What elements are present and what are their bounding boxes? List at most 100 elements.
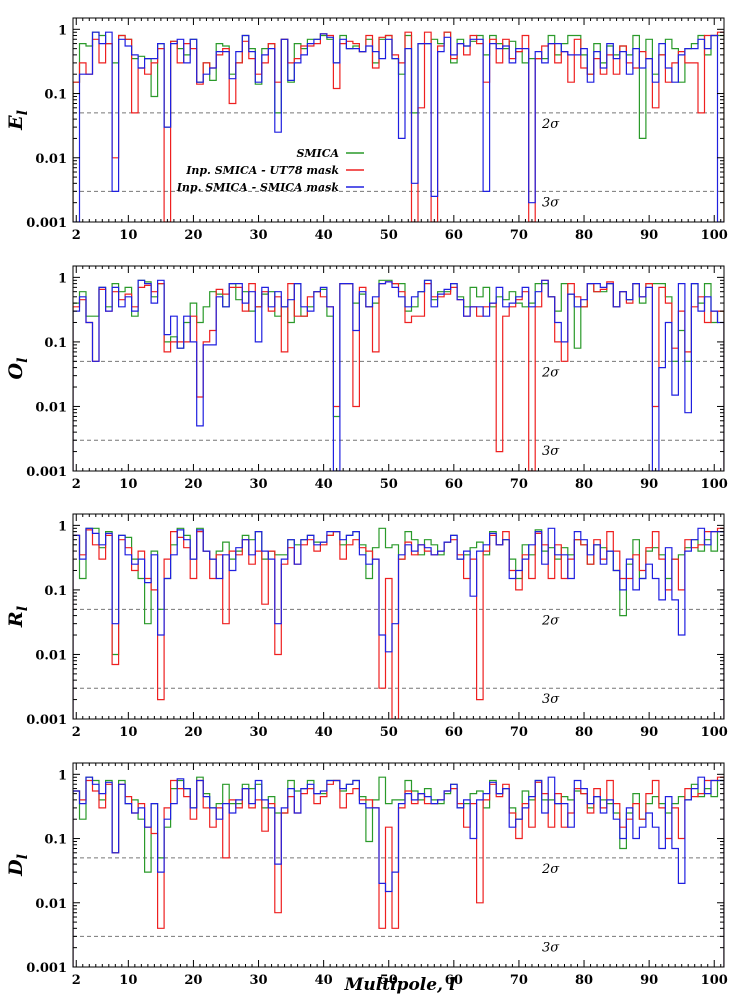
x-tick-label: 40: [315, 477, 333, 492]
x-tick-label: 40: [315, 725, 333, 740]
x-tick-label: 70: [510, 973, 528, 988]
y-tick-label: 1: [58, 23, 67, 38]
y-axis-label-sub: l: [15, 110, 31, 115]
threshold-label: 2σ: [541, 365, 560, 380]
series-smask-line: [73, 776, 724, 967]
x-tick-label: 80: [575, 477, 593, 492]
x-tick-label: 90: [640, 228, 658, 243]
y-tick-label: 0.01: [35, 648, 67, 663]
x-tick-label: 20: [184, 725, 202, 740]
threshold-label: 2σ: [541, 613, 560, 628]
x-axis-label-text: Multipole,: [344, 975, 449, 995]
x-tick-label: 2: [72, 228, 81, 243]
series-smica-line: [73, 279, 724, 471]
y-axis-label-main: R: [5, 611, 27, 628]
x-tick-label: 30: [249, 228, 267, 243]
x-tick-label: 70: [510, 725, 528, 740]
plot-frame: [72, 513, 725, 720]
x-tick-label: 60: [445, 973, 463, 988]
x-tick-label: 20: [184, 228, 202, 243]
x-tick-label: 70: [510, 228, 528, 243]
x-tick-label: 10: [119, 228, 137, 243]
y-axis-label-main: D: [5, 859, 27, 877]
y-axis-label-main: O: [5, 362, 27, 379]
x-tick-label: 50: [380, 477, 398, 492]
series-smask-line: [73, 527, 724, 719]
y-axis-label-main: E: [5, 115, 27, 131]
series-smask-line: [73, 31, 724, 222]
y-tick-label: 0.01: [35, 152, 67, 167]
legend-entry-label: SMICA: [296, 147, 339, 160]
x-tick-label: 50: [380, 725, 398, 740]
panel-e: 2σ 3σ 0.001 0.01 0.1 1 2 10 20 30 40 50 60 70 80 90 100 E…: [5, 17, 728, 243]
x-tick-label: 80: [575, 973, 593, 988]
y-axis-label: Dl: [5, 854, 31, 877]
x-axis-label: Multipole, l: [344, 975, 456, 995]
y-tick-label: 0.1: [44, 584, 67, 599]
legend-entry-label: Inp. SMICA - UT78 mask: [185, 164, 339, 177]
x-tick-label: 2: [72, 725, 81, 740]
x-tick-label: 100: [701, 477, 728, 492]
plot-frame: [72, 762, 725, 968]
x-tick-label: 10: [119, 725, 137, 740]
x-tick-label: 20: [184, 477, 202, 492]
panel-d: 2σ 3σ 0.001 0.01 0.1 1 2 10 20 30 40 50 60 70 80 90 100 D…: [5, 762, 728, 988]
series-ut78-line: [73, 279, 724, 471]
y-axis-label-sub: l: [15, 358, 31, 363]
x-tick-label: 50: [380, 973, 398, 988]
x-tick-label: 100: [701, 228, 728, 243]
x-tick-label: 30: [249, 725, 267, 740]
x-tick-label: 2: [72, 973, 81, 988]
x-tick-label: 50: [380, 228, 398, 243]
y-tick-label: 0.001: [26, 713, 67, 728]
x-tick-label: 100: [701, 973, 728, 988]
x-tick-label: 60: [445, 228, 463, 243]
x-tick-label: 80: [575, 725, 593, 740]
x-tick-label: 70: [510, 477, 528, 492]
legend: SMICA Inp. SMICA - UT78 mask Inp. SMICA - …: [176, 147, 364, 194]
plot-frame: [72, 265, 725, 472]
threshold-label: 3σ: [542, 444, 560, 459]
y-tick-label: 0.01: [35, 400, 67, 415]
y-tick-label: 0.01: [35, 897, 67, 912]
legend-entry-label: Inp. SMICA - SMICA mask: [176, 181, 340, 194]
y-tick-label: 0.1: [44, 833, 67, 848]
threshold-label: 2σ: [541, 862, 560, 877]
x-tick-label: 30: [249, 477, 267, 492]
y-tick-label: 1: [58, 768, 67, 783]
y-axis-label-sub: l: [15, 606, 31, 611]
y-tick-label: 0.001: [26, 216, 67, 231]
x-tick-label: 90: [640, 725, 658, 740]
plot-frame: [72, 17, 725, 223]
threshold-label: 3σ: [542, 692, 560, 707]
x-tick-label: 90: [640, 477, 658, 492]
y-tick-label: 1: [58, 271, 67, 286]
x-tick-label: 30: [249, 973, 267, 988]
series-smask-line: [73, 279, 724, 471]
y-tick-label: 0.1: [44, 336, 67, 351]
x-tick-label: 10: [119, 973, 137, 988]
x-tick-label: 10: [119, 477, 137, 492]
threshold-label: 3σ: [542, 195, 560, 210]
x-tick-label: 80: [575, 228, 593, 243]
threshold-label: 3σ: [542, 940, 560, 955]
threshold-label: 2σ: [541, 117, 560, 132]
y-axis-label: El: [5, 110, 31, 131]
x-tick-label: 60: [445, 477, 463, 492]
x-tick-label: 90: [640, 973, 658, 988]
x-tick-label: 40: [315, 973, 333, 988]
x-tick-label: 20: [184, 973, 202, 988]
y-tick-label: 1: [58, 519, 67, 534]
y-axis-label: Rl: [5, 606, 31, 628]
x-tick-label: 40: [315, 228, 333, 243]
x-tick-label: 100: [701, 725, 728, 740]
y-axis-label-sub: l: [15, 854, 31, 859]
panel-r: 2σ 3σ 0.001 0.01 0.1 1 2 10 20 30 40 50 60 70 80 90 100 R…: [5, 513, 728, 740]
x-axis-label-var: l: [449, 975, 456, 995]
panel-o: 2σ 3σ 0.001 0.01 0.1 1 2 10 20 30 40 50 60 70 80 90 100 O…: [5, 265, 728, 492]
y-tick-label: 0.001: [26, 465, 67, 480]
y-tick-label: 0.1: [44, 88, 67, 103]
x-tick-label: 2: [72, 477, 81, 492]
y-axis-label: Ol: [5, 358, 31, 380]
